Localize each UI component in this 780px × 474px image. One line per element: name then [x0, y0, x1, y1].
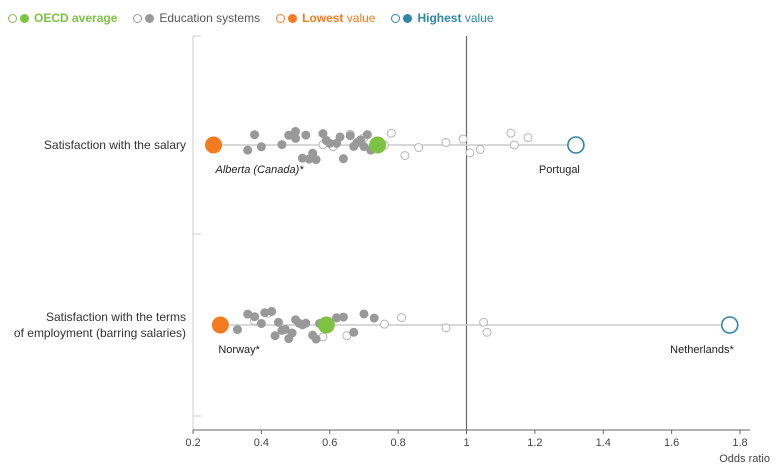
legend-label: Highest value — [417, 11, 494, 25]
education-system-point-not-significant — [506, 128, 516, 138]
highest-value-label: Netherlands* — [670, 344, 734, 356]
legend-item: OECD average — [8, 11, 117, 25]
legend-label: Lowest value — [302, 11, 376, 25]
education-system-point — [284, 130, 294, 140]
education-system-point-not-significant — [379, 319, 389, 329]
education-system-point — [250, 312, 260, 322]
education-system-point — [335, 132, 345, 142]
education-system-point — [349, 327, 359, 337]
education-system-point — [359, 142, 369, 152]
legend-filled-dot-icon — [20, 13, 29, 23]
education-system-point — [243, 309, 253, 319]
education-system-point — [369, 313, 379, 323]
x-tick-label: 1.4 — [596, 437, 611, 449]
education-system-point — [301, 318, 311, 328]
education-system-point — [338, 154, 348, 164]
oecd-average-point — [317, 316, 335, 334]
education-system-point — [297, 153, 307, 163]
legend-item: Highest value — [391, 11, 494, 25]
education-system-point — [291, 133, 301, 143]
legend-hollow-dot-icon — [276, 13, 286, 23]
legend-hollow-dot-icon — [391, 13, 401, 23]
lowest-value-label: Norway* — [218, 344, 260, 356]
legend-label: OECD average — [34, 11, 118, 25]
education-system-point — [332, 313, 342, 323]
education-system-point — [256, 319, 266, 329]
education-system-point — [273, 317, 283, 327]
education-system-point — [359, 309, 369, 319]
education-system-point-not-significant — [523, 133, 533, 143]
education-system-point-not-significant — [458, 134, 468, 144]
education-system-point — [356, 135, 366, 145]
education-system-point — [287, 328, 297, 338]
legend-filled-dot-icon — [145, 13, 155, 23]
education-system-point-not-significant — [397, 313, 407, 323]
highest-value-point — [720, 316, 739, 334]
x-tick-label: 1.2 — [527, 437, 542, 449]
legend-hollow-dot-icon — [8, 13, 17, 23]
legend-label: Education systems — [159, 11, 261, 25]
education-system-point — [267, 306, 277, 316]
highest-value-label: Portugal — [539, 164, 580, 176]
education-system-point — [260, 308, 270, 318]
education-system-point — [311, 334, 321, 344]
education-system-point — [250, 130, 260, 140]
education-system-point — [256, 142, 266, 152]
education-system-point-not-significant — [400, 151, 410, 161]
x-axis-label: Odds ratio — [719, 453, 770, 465]
education-system-point-not-significant — [509, 140, 519, 150]
x-tick-label: 1.8 — [732, 437, 747, 449]
education-system-point — [321, 136, 331, 146]
education-system-point-not-significant — [386, 128, 396, 138]
x-tick-label: 0.2 — [185, 437, 200, 449]
category-label: Satisfaction with the terms — [46, 310, 186, 324]
education-system-point — [362, 130, 372, 140]
legend-item: Education systems — [133, 11, 260, 25]
education-system-point — [349, 141, 359, 151]
education-system-point-not-significant — [482, 327, 492, 337]
education-system-point — [232, 325, 242, 335]
education-system-point — [301, 130, 311, 140]
lowest-value-point — [205, 136, 223, 154]
legend: OECD average Education systems Lowest valu… — [8, 8, 510, 28]
education-system-point-not-significant — [414, 143, 424, 153]
education-system-point — [318, 129, 328, 139]
education-system-point-not-significant — [441, 323, 451, 333]
x-tick-label: 0.4 — [254, 437, 269, 449]
education-system-point-not-significant — [479, 317, 489, 327]
education-system-point — [270, 331, 280, 341]
legend-filled-dot-icon — [288, 13, 298, 23]
category-label: Satisfaction with the salary — [44, 138, 186, 152]
education-system-point — [345, 131, 355, 141]
education-system-point-not-significant — [465, 148, 475, 158]
x-tick-label: 1 — [463, 437, 469, 449]
education-system-point — [277, 140, 287, 150]
lowest-value-label: Alberta (Canada)* — [215, 164, 305, 176]
oecd-average-point — [369, 136, 387, 154]
education-system-point — [338, 312, 348, 322]
education-system-point — [243, 145, 253, 155]
highest-value-point — [567, 136, 585, 154]
education-system-point-not-significant — [475, 144, 485, 154]
education-system-point — [308, 148, 318, 158]
x-tick-label: 0.8 — [390, 437, 405, 449]
education-system-point — [291, 127, 301, 137]
lowest-value-point — [211, 316, 229, 334]
legend-filled-dot-icon — [403, 13, 413, 23]
x-tick-label: 1.6 — [664, 437, 679, 449]
education-system-point — [280, 324, 290, 334]
category-label: of employment (barring salaries) — [14, 326, 186, 340]
x-tick-label: 0.6 — [322, 437, 337, 449]
education-system-point-not-significant — [441, 138, 451, 148]
legend-hollow-dot-icon — [133, 13, 143, 23]
legend-item: Lowest value — [276, 11, 375, 25]
